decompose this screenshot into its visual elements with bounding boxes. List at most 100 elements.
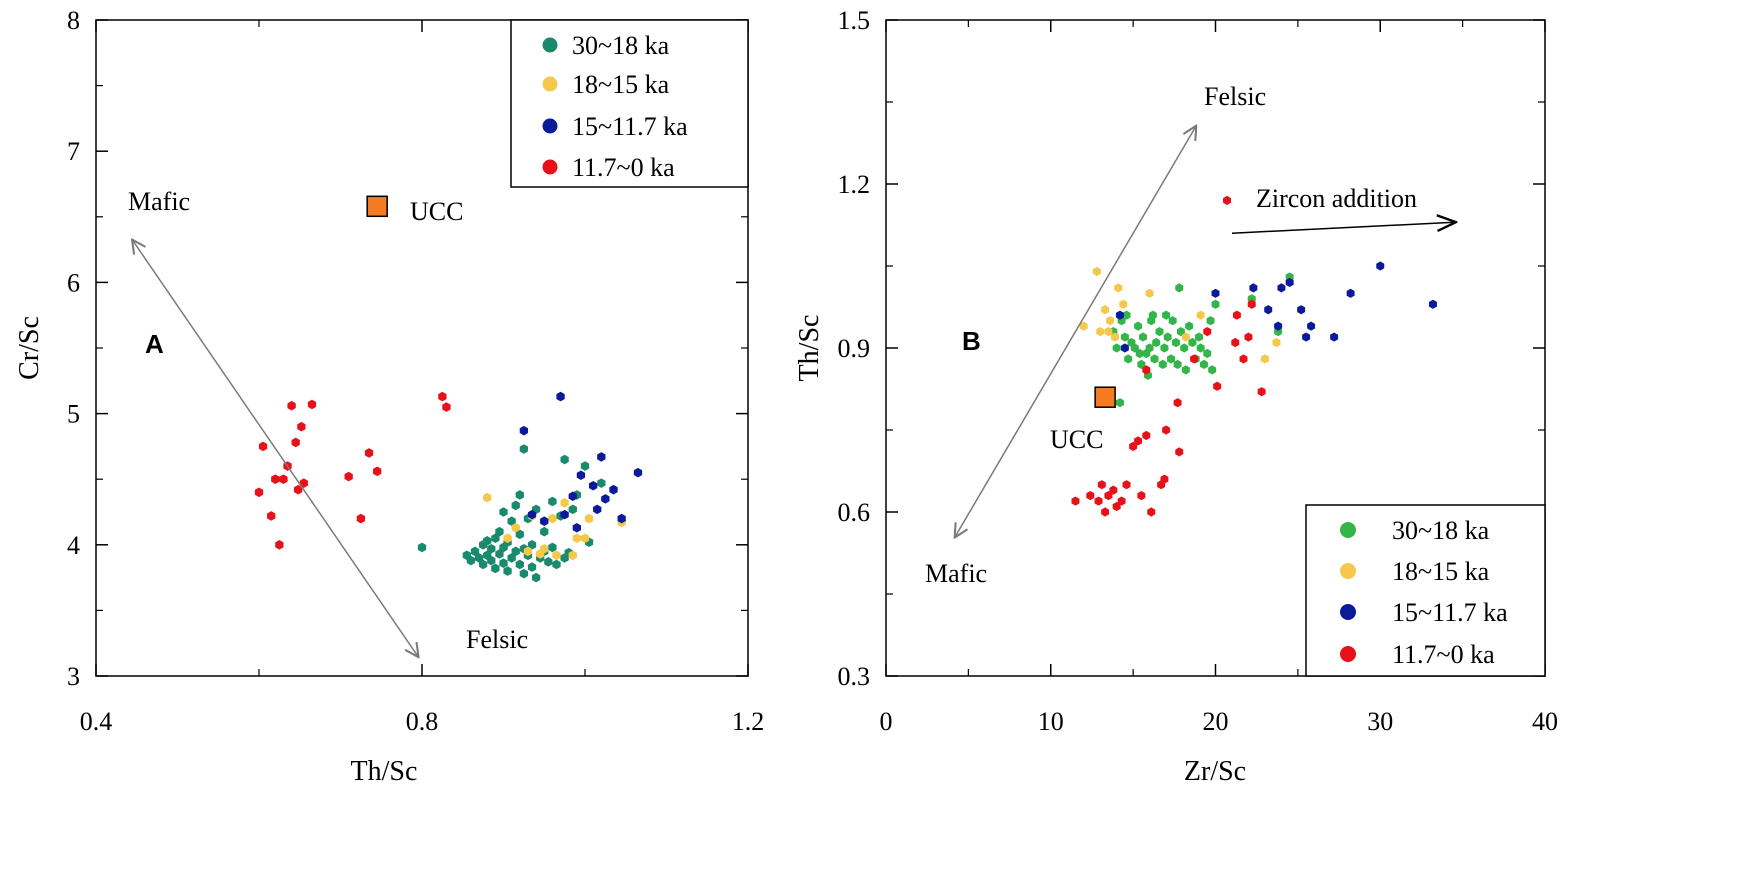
data-point [540,526,549,537]
data-point [1223,195,1232,205]
data-point [568,504,577,515]
data-point [1162,425,1171,435]
data-point [495,526,504,537]
data-point [1175,447,1184,457]
data-point [633,467,643,478]
data-point [1277,283,1286,293]
data-point [267,511,276,521]
data-points [254,391,643,583]
data-point [503,533,512,544]
data-point [499,558,508,568]
data-point [1376,261,1385,271]
data-point [601,494,610,504]
legend-entry: 30~18 ka [1340,516,1490,545]
x-axis-title: Th/Sc [351,756,418,787]
data-point [1124,354,1133,364]
panel-b: 0 10 20 30 40 0.3 0.6 0.9 1.2 1.5 UCC Mafic Felsi… [794,6,1558,787]
data-point [544,557,553,567]
data-point [576,470,586,481]
y-tick-label: 1.2 [838,170,871,199]
data-point [1101,507,1110,517]
data-point [1137,491,1146,501]
data-point [560,498,569,508]
data-point [1244,332,1253,342]
y-tick-label: 0.3 [838,662,871,691]
data-point [474,553,484,563]
data-point [1096,327,1105,337]
x-tick-label: 20 [1203,707,1229,736]
data-point [572,522,582,533]
data-point [344,471,353,482]
data-point [1115,398,1124,408]
x-axis-title: Zr/Sc [1184,756,1246,787]
x-tick-label: 10 [1038,707,1064,736]
y-tick-label: 6 [67,268,80,297]
data-point [1101,305,1110,315]
data-point [442,402,451,412]
data-point [556,391,565,402]
zircon-addition-label: Zircon addition [1256,184,1417,213]
data-point [540,543,549,554]
data-point [568,491,577,502]
data-point [1211,288,1220,298]
legend-entry: 18~15 ka [1340,557,1490,586]
data-point [515,529,524,540]
mafic-label: Mafic [925,559,987,588]
data-point [466,555,476,566]
data-point [1147,507,1156,517]
series-2 [483,492,626,561]
data-point [584,513,594,524]
data-point [1297,305,1306,315]
felsic-label: Felsic [1204,82,1266,111]
data-point [483,492,492,503]
legend: 30~18 ka 18~15 ka 15~11.7 ka 11.7~0 ka [1305,504,1546,677]
data-point [1208,365,1217,375]
data-point [507,516,516,526]
data-point [1139,332,1147,342]
data-point [552,550,561,561]
data-point [1428,299,1437,309]
legend-marker [542,76,558,92]
data-point [572,533,582,544]
data-point [1114,283,1123,293]
data-point [503,566,512,576]
mafic-felsic-arrow [133,240,418,656]
data-point [1134,321,1143,331]
data-point [1155,327,1164,337]
data-point [519,444,529,454]
legend-marker [542,159,558,175]
data-point [511,546,520,557]
data-point [597,478,606,488]
legend: 30~18 ka 18~15 ka 15~11.7 ka 11.7~0 ka [510,19,749,188]
zircon-addition-arrow [1231,222,1454,234]
x-tick-label: 0 [880,707,893,736]
legend-marker [1340,646,1356,662]
legend-label: 18~15 ka [1392,557,1490,586]
mafic-label: Mafic [128,187,190,216]
legend-label: 18~15 ka [572,70,670,99]
legend-label: 15~11.7 ka [572,112,688,141]
data-point [1330,332,1339,342]
y-tick-label: 1.5 [838,6,871,35]
ucc-marker [1094,386,1116,408]
data-point [1249,283,1258,293]
data-point [552,559,561,570]
series-1 [1109,272,1294,408]
data-point [491,563,500,574]
data-point [531,572,541,583]
data-point [1206,316,1215,326]
data-point [560,509,569,520]
data-point [1211,299,1220,309]
data-point [1257,387,1266,397]
data-point [491,533,500,544]
data-point [1171,337,1180,348]
data-point [1160,343,1169,353]
y-tick-label: 0.9 [838,334,871,363]
legend-entry: 11.7~0 ka [1340,640,1495,669]
legend-entry: 15~11.7 ka [1340,598,1508,627]
data-point [1260,354,1269,364]
axes: 0.4 0.8 1.2 3 4 5 6 7 8 [67,6,764,736]
data-point [519,425,529,436]
data-point [438,391,447,402]
data-point [291,437,300,448]
